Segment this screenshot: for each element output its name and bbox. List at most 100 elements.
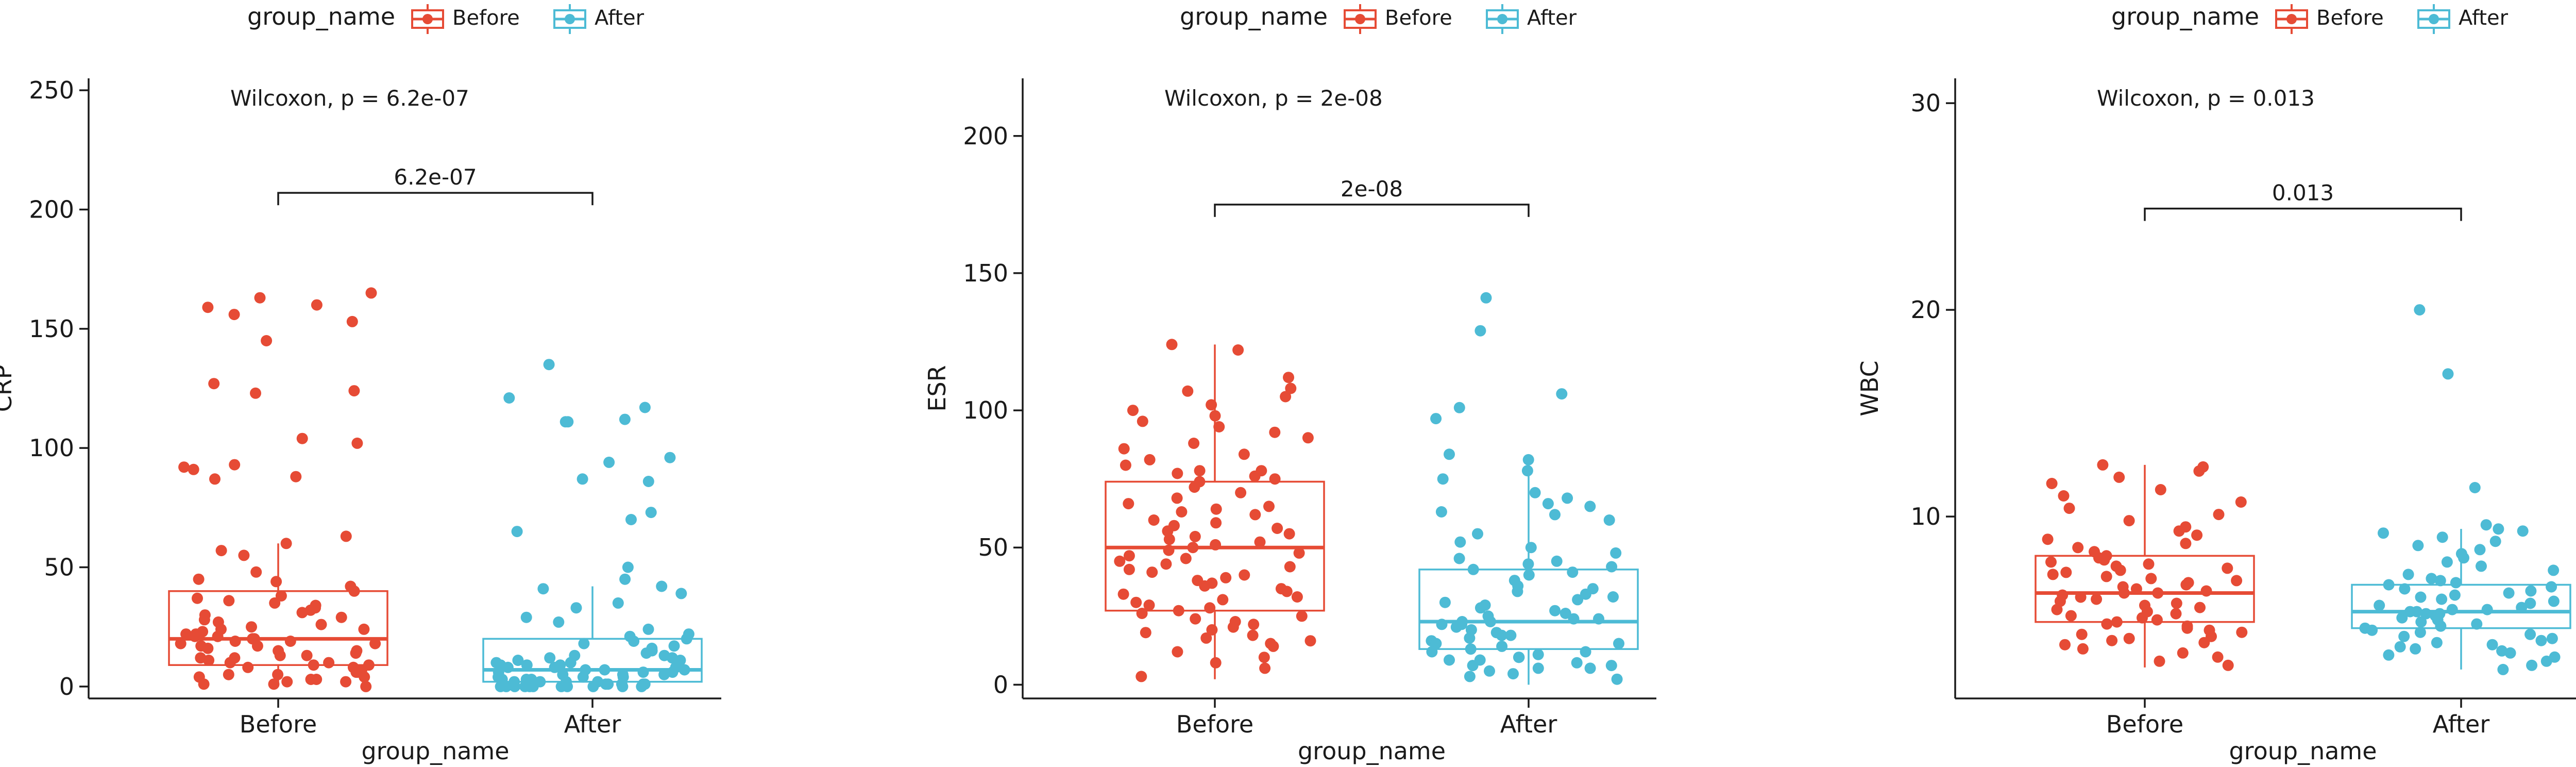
data-point (2446, 604, 2458, 615)
data-point (2394, 641, 2406, 653)
data-point (2123, 515, 2135, 527)
data-point (1542, 498, 1554, 510)
data-point (495, 680, 506, 692)
data-point (365, 287, 377, 299)
data-point (1484, 665, 1495, 677)
data-point (270, 576, 282, 588)
data-point (2476, 560, 2487, 572)
data-point (1507, 668, 1519, 680)
data-point (2170, 608, 2182, 620)
data-point (1249, 470, 1261, 482)
data-point (308, 659, 319, 671)
data-point (2431, 637, 2443, 648)
data-point (348, 385, 360, 397)
data-point (208, 378, 220, 390)
data-point (1269, 426, 1281, 438)
data-point (1143, 599, 1155, 611)
data-point (1472, 528, 1483, 540)
data-point (1522, 558, 1534, 570)
data-point (1522, 454, 1534, 465)
data-point (2098, 554, 2110, 566)
y-tick-label: 200 (963, 122, 1008, 150)
data-point (664, 452, 676, 463)
data-point (2504, 647, 2516, 659)
data-point (1611, 673, 1623, 685)
data-point (251, 640, 263, 652)
data-point (1130, 596, 1142, 608)
data-point (502, 661, 514, 673)
data-point (178, 461, 190, 473)
data-point (2111, 616, 2123, 628)
data-point (2173, 525, 2185, 537)
data-point (1166, 339, 1178, 351)
data-point (2118, 587, 2130, 599)
y-tick-label: 150 (29, 315, 74, 343)
data-point (1464, 671, 1476, 682)
data-point (1247, 629, 1259, 641)
points-before (2042, 459, 2248, 671)
y-tick-label: 20 (1910, 296, 1941, 324)
data-point (1206, 624, 1218, 636)
data-point (2077, 643, 2089, 655)
data-point (1568, 613, 1580, 625)
data-point (2059, 639, 2071, 651)
data-point (1496, 629, 1507, 641)
data-point (311, 674, 323, 685)
data-point (617, 680, 629, 692)
data-point (1163, 544, 1175, 556)
data-point (668, 640, 680, 652)
bracket-line (1214, 204, 1530, 217)
data-point (619, 413, 631, 425)
data-point (246, 621, 257, 633)
data-point (1605, 660, 1617, 672)
data-point (2222, 562, 2233, 574)
data-point (2180, 579, 2192, 591)
data-point (1249, 509, 1261, 521)
data-point (346, 315, 358, 327)
data-point (2222, 659, 2234, 671)
data-point (1453, 553, 1465, 564)
data-point (215, 545, 227, 557)
data-point (1513, 652, 1525, 663)
data-point (1465, 643, 1477, 655)
data-point (503, 392, 515, 404)
data-point (2047, 569, 2059, 580)
data-point (2471, 618, 2483, 630)
data-point (2072, 542, 2084, 554)
data-point (1160, 558, 1172, 570)
data-point (645, 507, 657, 519)
data-point (1199, 580, 1211, 592)
data-point (2097, 459, 2109, 471)
data-point (1209, 410, 1221, 422)
data-point (681, 633, 692, 645)
data-point (188, 463, 199, 475)
data-point (544, 652, 556, 664)
data-point (315, 619, 327, 630)
data-point (2450, 577, 2462, 589)
data-point (2200, 585, 2212, 597)
data-point (2075, 591, 2087, 603)
y-tick-label: 0 (993, 671, 1008, 698)
comparison-bracket: 2e-08 (1214, 176, 1530, 217)
data-point (1238, 448, 1250, 460)
data-point (1206, 399, 1217, 411)
data-point (1281, 586, 1293, 597)
data-point (335, 611, 347, 623)
data-point (549, 661, 561, 673)
data-point (642, 623, 654, 635)
data-point (1302, 432, 1314, 444)
data-point (1475, 602, 1486, 614)
x-tick-label-before: Before (240, 710, 317, 738)
data-point (290, 471, 302, 482)
data-point (1454, 536, 1466, 548)
data-point (1556, 388, 1568, 400)
points-after (490, 359, 694, 692)
y-tick-label: 0 (59, 673, 74, 701)
data-point (1136, 671, 1147, 682)
data-point (1217, 594, 1229, 606)
data-point (2091, 593, 2103, 605)
data-point (1571, 657, 1583, 669)
data-point (1227, 621, 1239, 633)
bracket-label: 0.013 (2272, 180, 2334, 206)
data-point (1505, 629, 1517, 641)
